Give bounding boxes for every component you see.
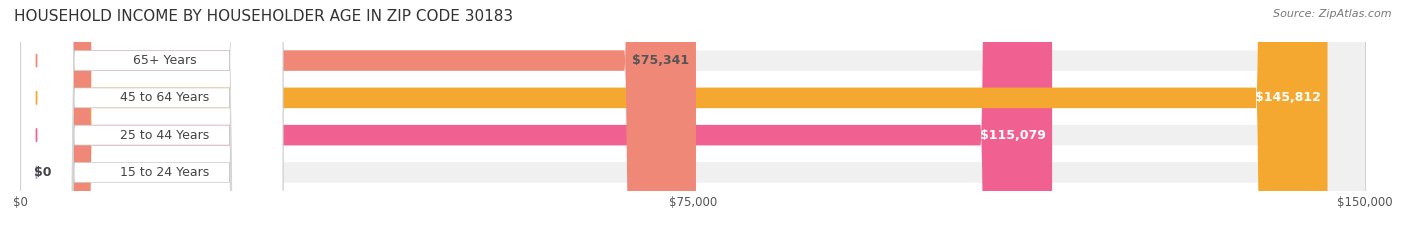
- FancyBboxPatch shape: [21, 0, 283, 233]
- FancyBboxPatch shape: [21, 0, 1365, 233]
- FancyBboxPatch shape: [21, 0, 283, 233]
- FancyBboxPatch shape: [21, 0, 1365, 233]
- FancyBboxPatch shape: [21, 0, 1327, 233]
- FancyBboxPatch shape: [21, 0, 1365, 233]
- FancyBboxPatch shape: [21, 0, 283, 233]
- Text: Source: ZipAtlas.com: Source: ZipAtlas.com: [1274, 9, 1392, 19]
- Text: 25 to 44 Years: 25 to 44 Years: [121, 129, 209, 142]
- Text: $115,079: $115,079: [980, 129, 1046, 142]
- FancyBboxPatch shape: [21, 0, 283, 233]
- Text: 65+ Years: 65+ Years: [134, 54, 197, 67]
- Text: 15 to 24 Years: 15 to 24 Years: [121, 166, 209, 179]
- Text: $0: $0: [34, 166, 52, 179]
- Text: HOUSEHOLD INCOME BY HOUSEHOLDER AGE IN ZIP CODE 30183: HOUSEHOLD INCOME BY HOUSEHOLDER AGE IN Z…: [14, 9, 513, 24]
- Text: $145,812: $145,812: [1256, 91, 1320, 104]
- Text: 45 to 64 Years: 45 to 64 Years: [121, 91, 209, 104]
- FancyBboxPatch shape: [21, 0, 696, 233]
- FancyBboxPatch shape: [21, 0, 1052, 233]
- Text: $75,341: $75,341: [633, 54, 689, 67]
- FancyBboxPatch shape: [21, 0, 1365, 233]
